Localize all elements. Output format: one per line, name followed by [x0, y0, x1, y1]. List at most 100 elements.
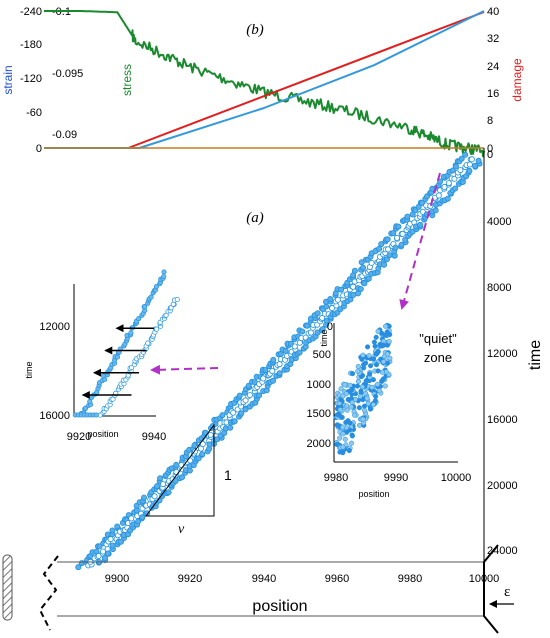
right-inset: 0 500 1000 1500 2000 9980 9990 10000 pos…	[307, 321, 472, 499]
data-point	[139, 514, 146, 521]
data-point	[102, 555, 109, 562]
series-line	[44, 10, 485, 149]
inset-point	[349, 399, 355, 405]
position-tick: 9900	[105, 573, 129, 585]
data-point	[380, 261, 387, 268]
inset-point	[340, 393, 346, 399]
inset-point	[350, 371, 356, 377]
inset-point	[382, 383, 388, 389]
data-point	[269, 368, 276, 375]
data-point	[393, 234, 400, 241]
inset-point	[357, 422, 363, 428]
inset-point	[371, 339, 377, 345]
inset-point	[365, 344, 371, 350]
inset-point	[365, 401, 371, 407]
inset-point	[342, 436, 348, 442]
data-point	[402, 236, 409, 243]
inset-point	[338, 386, 344, 392]
inset-point	[337, 435, 343, 441]
left-inset: 12000 16000 9920 9940 position time	[24, 269, 180, 443]
slope-horizontal-label: v	[178, 522, 185, 537]
data-point	[262, 367, 269, 374]
data-point	[242, 397, 249, 404]
annotation-line1: "quiet"	[419, 331, 457, 346]
data-point	[435, 192, 442, 199]
data-point	[466, 161, 473, 168]
data-point	[360, 264, 367, 271]
data-point	[468, 156, 475, 163]
data-point	[365, 275, 372, 282]
data-point	[392, 244, 399, 251]
inset-point	[386, 338, 392, 345]
inset-point	[355, 363, 361, 370]
left-inset-xlabel: position	[87, 429, 118, 439]
inset-point	[337, 407, 343, 413]
inset-point	[347, 427, 353, 433]
inset-point	[363, 360, 369, 366]
data-point	[327, 295, 334, 302]
inset-point	[334, 441, 340, 448]
data-point	[114, 523, 121, 530]
damage-axis-ticks: 40 32 24 16 8 0	[487, 6, 499, 155]
data-point	[231, 418, 238, 425]
data-point	[245, 382, 252, 389]
inset-point	[358, 388, 364, 394]
inset-point	[387, 355, 393, 361]
data-point	[260, 375, 267, 382]
data-point	[399, 230, 406, 237]
data-point	[462, 151, 469, 158]
inset-point	[114, 354, 121, 360]
data-point	[104, 550, 111, 557]
position-axis-ticks: 9900 9920 9940 9960 9980 10000	[105, 573, 500, 585]
data-point	[242, 406, 249, 413]
inset-point	[161, 273, 167, 280]
strain-tick: -240	[20, 6, 42, 18]
data-point	[157, 475, 164, 482]
left-inset-tick: 9940	[142, 431, 166, 443]
damage-tick: 40	[487, 6, 499, 18]
data-point	[140, 494, 147, 501]
inset-point	[161, 269, 167, 275]
slope-triangle-shape	[145, 423, 215, 517]
inset-point	[145, 340, 151, 346]
panel-b-label: (b)	[246, 22, 264, 38]
position-tick: 9920	[178, 573, 202, 585]
time-tick: 20000	[487, 480, 518, 492]
left-inset-bands	[72, 269, 180, 418]
annotation-line2: zone	[424, 350, 452, 365]
inset-point	[364, 395, 370, 401]
slope-vertical-label: 1	[224, 467, 232, 483]
panel-b: (b) -240 -180 -120 -60 0 strain -0.1 -0.…	[1, 6, 524, 158]
data-point	[236, 392, 243, 399]
stress-axis-ticks: -0.1 -0.095 -0.09	[52, 6, 83, 141]
time-tick: 0	[487, 149, 493, 161]
data-point	[319, 326, 326, 333]
inset-point	[340, 431, 346, 437]
inset-point	[379, 369, 385, 375]
data-point	[128, 515, 135, 522]
epsilon-label: ε	[504, 584, 510, 600]
stress-axis-label: stress	[120, 64, 134, 96]
pointer-arrow-to-quiet-zone	[399, 172, 441, 310]
right-inset-tick: 1000	[307, 379, 331, 391]
inset-point	[347, 382, 353, 388]
damage-axis-label: damage	[510, 58, 524, 102]
data-point	[445, 180, 452, 187]
inset-point	[368, 363, 374, 369]
inset-point	[153, 284, 159, 290]
data-point	[165, 489, 172, 496]
time-tick: 12000	[487, 348, 518, 360]
inset-point	[384, 351, 391, 357]
data-point	[270, 377, 277, 384]
inset-point	[136, 316, 142, 322]
data-point	[178, 474, 185, 481]
data-point	[246, 392, 253, 399]
inset-point	[348, 404, 354, 410]
data-point	[173, 461, 180, 468]
inset-point	[362, 381, 369, 387]
stress-tick: -0.095	[52, 68, 83, 80]
data-point	[361, 280, 368, 287]
series-line	[44, 11, 485, 149]
data-point	[466, 167, 473, 174]
inset-point	[375, 328, 381, 334]
